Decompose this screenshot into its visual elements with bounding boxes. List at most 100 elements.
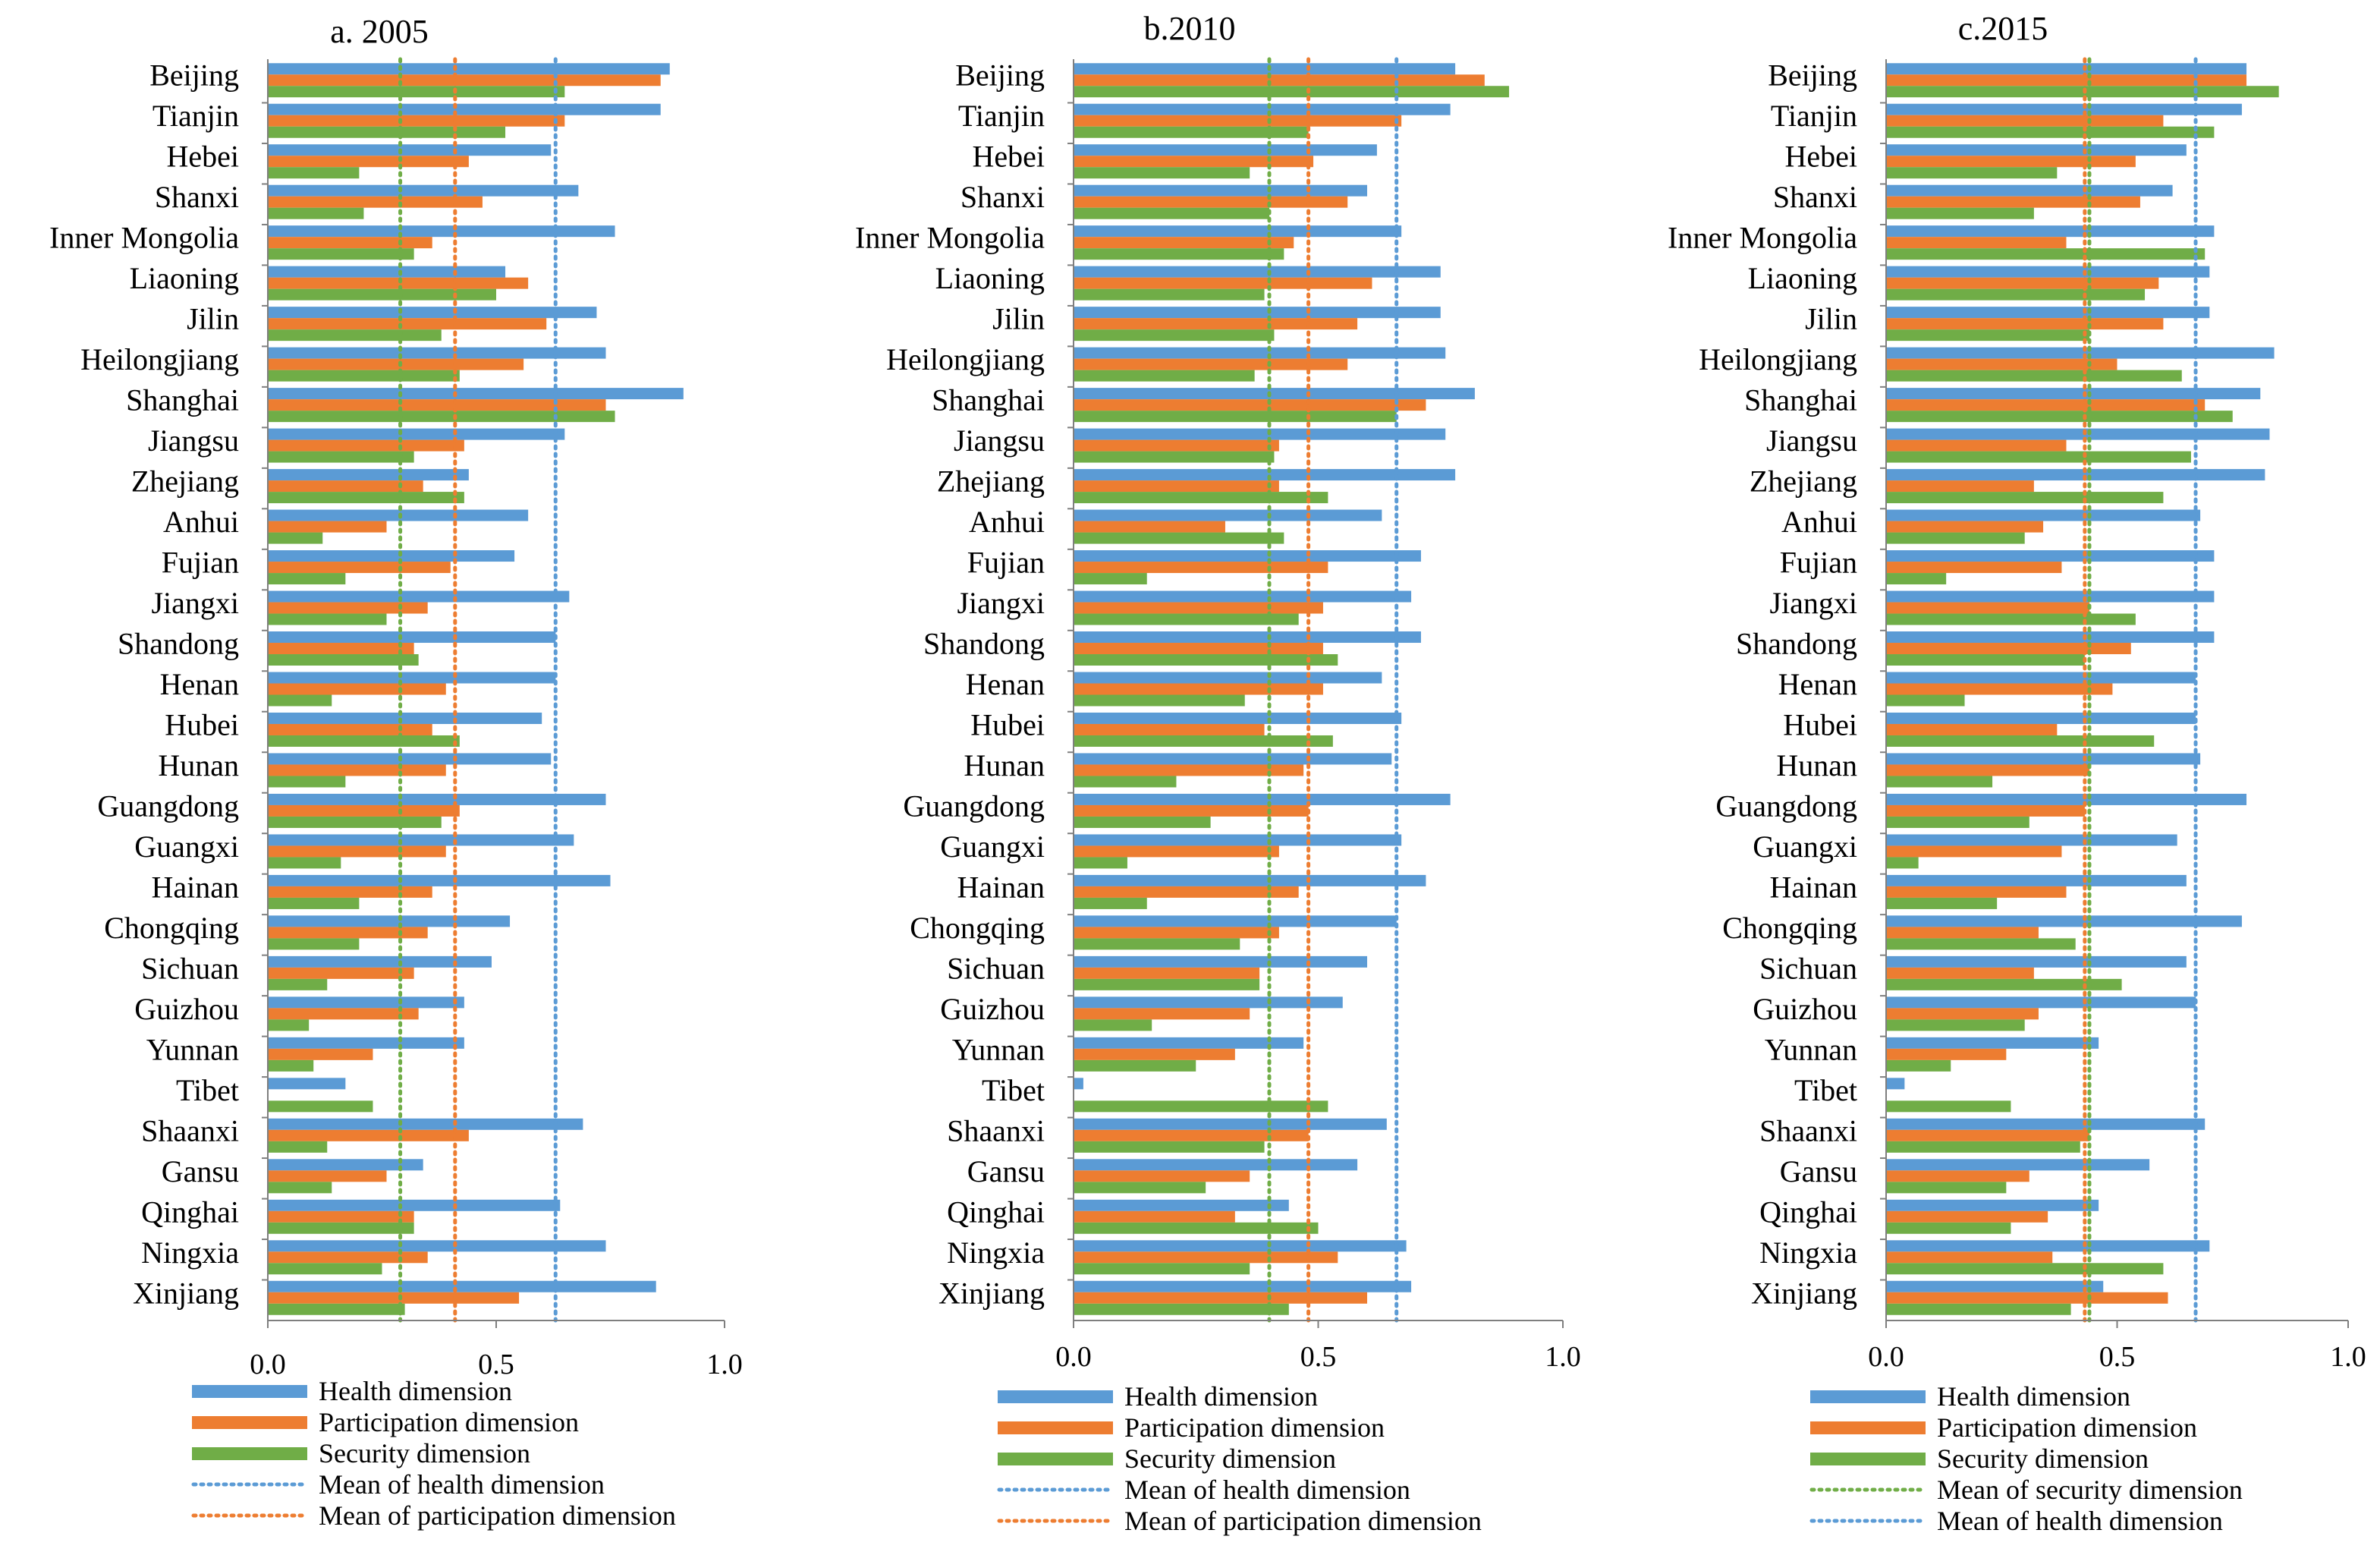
bar-health-fujian [268, 550, 515, 562]
bar-security-jiangsu [268, 451, 414, 463]
bar-participation-hainan [1886, 886, 2067, 898]
bar-security-shandong [1074, 654, 1338, 666]
bar-health-hebei [1074, 144, 1377, 156]
bar-security-jilin [1074, 329, 1275, 342]
bar-participation-yunnan [1886, 1048, 2007, 1060]
bar-participation-qinghai [1074, 1210, 1235, 1223]
bar-security-yunnan [1886, 1059, 1951, 1072]
bar-participation-hunan [268, 764, 446, 776]
bar-security-henan [268, 694, 332, 707]
bar-participation-jiangsu [268, 439, 464, 452]
bar-health-chongqing [1074, 915, 1397, 927]
bar-health-jiangxi [268, 590, 570, 603]
bar-health-gansu [1886, 1159, 2150, 1171]
bar-security-henan [1886, 694, 1965, 707]
bar-health-hubei [1074, 712, 1402, 724]
category-label-hebei: Hebei [166, 140, 239, 174]
bar-security-guangxi [1886, 857, 1919, 869]
bar-health-hebei [1886, 144, 2187, 156]
bar-participation-beijing [268, 74, 661, 87]
category-label-shanghai: Shanghai [1744, 383, 1857, 417]
bar-health-inner-mongolia [1886, 225, 2215, 238]
category-label-hunan: Hunan [158, 748, 239, 782]
bar-participation-hubei [1074, 723, 1265, 735]
bar-participation-shaanxi [268, 1129, 469, 1141]
bar-health-xinjiang [1074, 1280, 1412, 1292]
bar-security-heilongjiang [268, 370, 460, 382]
bar-security-hunan [1074, 776, 1177, 788]
bar-health-shanghai [268, 388, 684, 400]
bar-participation-ningxia [1074, 1251, 1338, 1264]
bar-participation-zhejiang [1886, 480, 2034, 493]
bar-security-guangxi [1074, 857, 1127, 869]
bar-security-gansu [1886, 1182, 2007, 1194]
bar-participation-liaoning [1886, 277, 2159, 289]
x-tick-label: 0.5 [478, 1349, 514, 1380]
bar-participation-shanxi [268, 196, 483, 208]
bar-health-jilin [1074, 307, 1441, 319]
bar-security-guizhou [268, 1019, 310, 1031]
category-label-shaanxi: Shaanxi [947, 1113, 1045, 1147]
category-label-liaoning: Liaoning [1748, 261, 1857, 295]
bar-health-guangdong [1074, 793, 1451, 805]
legend-label: Security dimension [1124, 1443, 1336, 1474]
bar-participation-tianjin [1074, 115, 1402, 127]
bar-participation-fujian [268, 562, 451, 574]
bar-security-sichuan [268, 978, 328, 990]
legend-swatch-health [1810, 1390, 1926, 1403]
category-label-heilongjiang: Heilongjiang [886, 342, 1045, 376]
bar-participation-guizhou [268, 1008, 419, 1020]
legend-swatch-participation [998, 1421, 1113, 1434]
bar-health-guangxi [1886, 834, 2177, 846]
bar-health-shaanxi [1886, 1118, 2206, 1130]
bar-participation-jilin [1886, 318, 2164, 330]
bar-security-chongqing [1886, 938, 2076, 950]
bar-participation-chongqing [268, 927, 428, 939]
bar-participation-sichuan [1074, 967, 1260, 979]
bar-health-shanghai [1074, 388, 1475, 400]
category-label-xinjiang: Xinjiang [938, 1276, 1045, 1310]
bar-health-shandong [268, 631, 556, 644]
bar-health-ningxia [1074, 1240, 1407, 1252]
bar-security-tibet [1074, 1100, 1328, 1113]
legend-label: Health dimension [1124, 1381, 1318, 1412]
category-label-ningxia: Ningxia [141, 1236, 239, 1270]
bar-security-shandong [1886, 654, 2085, 666]
bar-health-guangdong [268, 793, 606, 805]
chart-title: b.2010 [1144, 10, 1236, 47]
bar-participation-guangxi [268, 845, 446, 858]
bar-participation-yunnan [1074, 1048, 1235, 1060]
category-label-inner-mongolia: Inner Mongolia [1668, 221, 1857, 255]
chart-panel-2015: c.2015 Beijing Tianjin Hebei Shanxi Inner Mon… [1668, 10, 2366, 1536]
category-label-anhui: Anhui [969, 505, 1045, 539]
bar-participation-anhui [1074, 521, 1225, 533]
bar-security-xinjiang [1074, 1303, 1289, 1315]
legend-swatch-security [998, 1453, 1113, 1465]
bar-participation-fujian [1886, 562, 2062, 574]
bar-security-beijing [1074, 86, 1510, 98]
bar-security-zhejiang [1886, 492, 2164, 504]
bar-security-shanghai [1074, 411, 1397, 423]
bar-participation-guangdong [268, 804, 460, 817]
category-label-chongqing: Chongqing [910, 911, 1045, 945]
category-label-anhui: Anhui [1781, 505, 1857, 539]
category-label-guangdong: Guangdong [903, 789, 1045, 823]
category-label-chongqing: Chongqing [1722, 911, 1857, 945]
x-tick-label: 0.0 [250, 1349, 286, 1380]
bar-participation-anhui [268, 521, 387, 533]
bar-security-inner-mongolia [1074, 248, 1284, 260]
category-label-shanxi: Shanxi [155, 180, 239, 214]
bar-participation-heilongjiang [268, 358, 524, 370]
bar-security-xinjiang [268, 1303, 405, 1315]
bar-security-hebei [1074, 167, 1250, 179]
bar-participation-shandong [268, 643, 414, 655]
legend-label: Mean of health dimension [319, 1469, 605, 1500]
bar-health-hainan [1074, 874, 1426, 886]
bar-participation-jiangsu [1074, 439, 1279, 452]
bar-participation-hebei [1074, 156, 1314, 168]
bar-security-shanxi [1886, 207, 2034, 219]
category-label-hubei: Hubei [970, 707, 1045, 741]
bar-participation-zhejiang [1074, 480, 1279, 493]
bar-security-zhejiang [1074, 492, 1328, 504]
legend-label: Mean of participation dimension [319, 1500, 676, 1531]
